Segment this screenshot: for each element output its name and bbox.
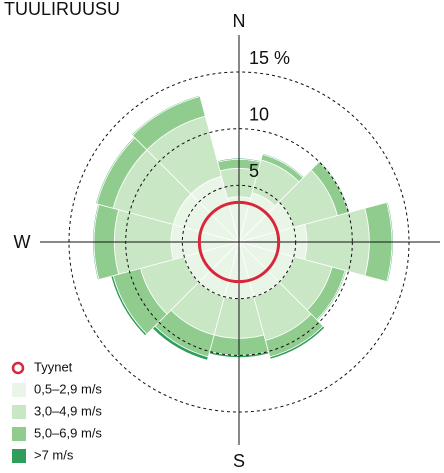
wind-segment (269, 325, 326, 360)
legend-label: 5,0–6,9 m/s (34, 425, 102, 440)
wind-segment (386, 201, 394, 283)
legend-swatch (12, 449, 26, 463)
grid-circle (125, 128, 353, 356)
legend-label: 3,0–4,9 m/s (34, 403, 102, 418)
legend-label: Tyynet (34, 359, 73, 374)
legend-label: 0,5–2,9 m/s (34, 381, 102, 396)
grid-circle (68, 71, 410, 413)
legend-label: >7 m/s (34, 447, 74, 462)
r-tick-label: 10 (249, 104, 269, 124)
calm-circle (197, 200, 281, 284)
legend-swatch (12, 405, 26, 419)
grid-circle (181, 184, 297, 300)
compass-w: W (14, 232, 31, 252)
legend-swatch (12, 427, 26, 441)
r-tick-label: 5 (249, 161, 259, 181)
wind-segment (131, 94, 201, 136)
legend-calm-marker (11, 361, 25, 375)
compass-n: N (233, 11, 246, 31)
r-tick-label: 15 % (249, 48, 290, 68)
chart-title: TUULIRUUSU (4, 0, 120, 19)
compass-s: S (233, 451, 245, 471)
legend-swatch (12, 383, 26, 397)
